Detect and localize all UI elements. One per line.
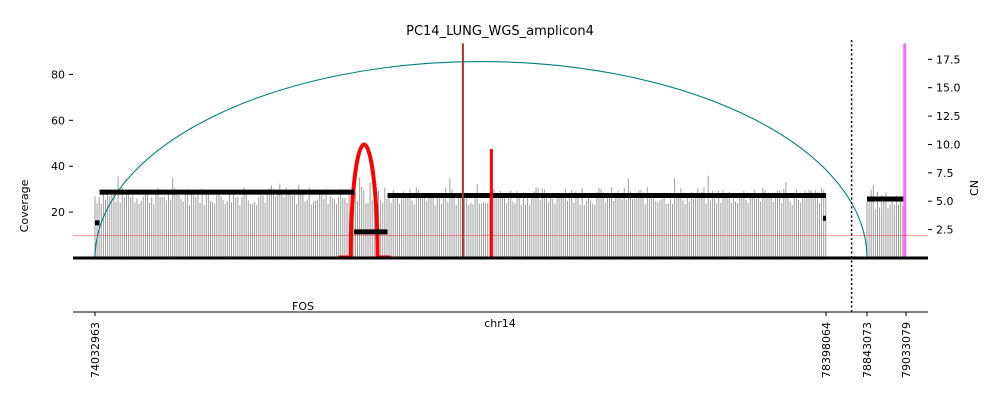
right-tick-label: 7.5: [936, 167, 954, 180]
right-tick-label: 17.5: [936, 53, 961, 66]
copy-number-segments: [95, 189, 906, 235]
left-tick-label: 60: [51, 114, 65, 127]
breakpoint-lines: [461, 43, 907, 258]
left-tick-label: 40: [51, 160, 65, 173]
x-tick-label: 78843073: [861, 322, 874, 378]
right-tick-label: 10.0: [936, 138, 961, 151]
right-tick-label: 5.0: [936, 195, 954, 208]
gene-label-fos: FOS: [292, 300, 314, 313]
right-tick-label: 2.5: [936, 224, 954, 237]
x-tick-label: 79033079: [900, 322, 913, 378]
right-tick-label: 12.5: [936, 110, 961, 123]
discordant-edge-1: [348, 143, 380, 259]
right-axis-ticks: 2.5 5.0 7.5 10.0 12.5 15.0 17.5: [928, 53, 961, 237]
left-axis-ticks: 20 40 60 80: [51, 68, 73, 219]
discordant-edge-0: [94, 61, 868, 259]
x-axis-ticks: 74032963 78398064 78843073 79033079: [89, 312, 913, 378]
left-axis-label: Coverage: [18, 179, 31, 232]
x-tick-label: 78398064: [820, 322, 833, 378]
x-axis-label: chr14: [484, 317, 516, 330]
right-axis-label: CN: [968, 180, 981, 196]
left-tick-label: 80: [51, 68, 65, 81]
left-tick-label: 20: [51, 206, 65, 219]
chart-title: PC14_LUNG_WGS_amplicon4: [406, 24, 594, 39]
coverage-bars: [94, 175, 906, 258]
x-tick-label: 74032963: [89, 322, 102, 378]
right-tick-label: 15.0: [936, 82, 961, 95]
